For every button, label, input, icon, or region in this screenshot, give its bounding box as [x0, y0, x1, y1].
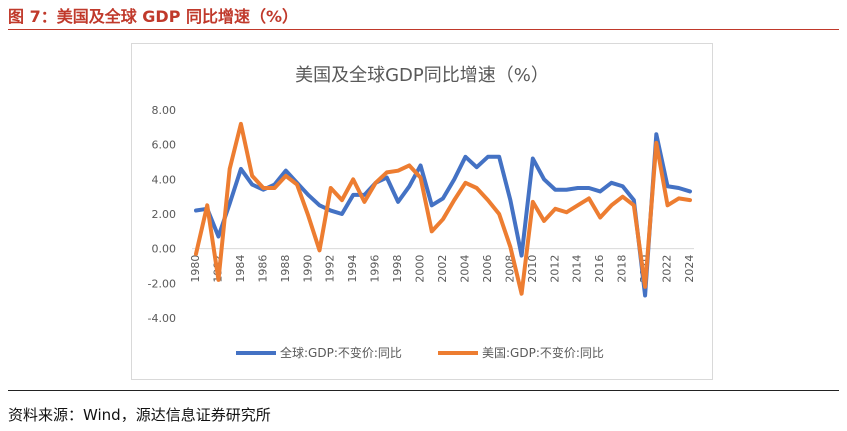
series-lines	[194, 121, 692, 298]
x-tick-label: 2006	[481, 255, 494, 283]
line-chart: 美国及全球GDP同比增速（%） 8.00 6.00 4.00 2.00 0.00 -2.0…	[148, 65, 696, 360]
y-tick-label: -4.00	[148, 312, 176, 325]
x-tick-label: 1988	[279, 255, 292, 283]
y-tick-label: 0.00	[152, 243, 177, 256]
source-note: 资料来源：Wind，源达信息证券研究所	[8, 406, 271, 424]
x-tick-label: 1998	[391, 255, 404, 283]
footer-divider	[8, 390, 839, 391]
chart-title: 美国及全球GDP同比增速（%）	[295, 65, 549, 86]
x-tick-label: 2012	[548, 255, 561, 283]
x-axis-ticks: 1980 1982 1984 1986 1988 1990 1992 1994 1996 1998…	[189, 255, 696, 283]
x-tick-label: 2010	[526, 255, 539, 283]
x-tick-label: 1992	[324, 255, 337, 283]
x-tick-label: 2014	[571, 255, 584, 283]
chart-frame: 美国及全球GDP同比增速（%） 8.00 6.00 4.00 2.00 0.00 -2.0…	[131, 43, 713, 380]
x-tick-label: 2000	[414, 255, 427, 283]
x-tick-label: 1994	[346, 255, 359, 283]
x-tick-label: 1980	[189, 255, 202, 283]
x-tick-label: 1986	[256, 255, 269, 283]
y-tick-label: 2.00	[152, 208, 177, 221]
y-tick-label: 6.00	[152, 139, 177, 152]
x-tick-label: 1996	[369, 255, 382, 283]
y-tick-label: 4.00	[152, 173, 177, 186]
x-tick-label: 1990	[301, 255, 314, 283]
figure-caption: 图 7：美国及全球 GDP 同比增速（%）	[8, 7, 299, 26]
global-gdp-series-line	[194, 132, 692, 298]
y-tick-label: 8.00	[152, 104, 177, 117]
y-tick-label: -2.00	[148, 277, 176, 290]
legend-label-global: 全球:GDP:不变价:同比	[280, 345, 402, 360]
caption-divider	[8, 29, 839, 30]
x-tick-label: 2002	[436, 255, 449, 283]
x-tick-label: 2022	[661, 255, 674, 283]
x-tick-label: 2024	[683, 255, 696, 283]
x-tick-label: 2018	[616, 255, 629, 283]
us-gdp-series-line	[194, 121, 692, 296]
y-axis-ticks: 8.00 6.00 4.00 2.00 0.00 -2.00 -4.00	[148, 104, 176, 325]
x-tick-label: 2016	[593, 255, 606, 283]
chart-legend: 全球:GDP:不变价:同比 美国:GDP:不变价:同比	[236, 345, 604, 360]
x-tick-label: 1984	[234, 255, 247, 283]
x-tick-label: 2004	[458, 255, 471, 283]
legend-label-us: 美国:GDP:不变价:同比	[482, 345, 604, 360]
